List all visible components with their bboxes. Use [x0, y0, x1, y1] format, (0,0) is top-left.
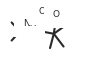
Text: NH: NH	[23, 19, 36, 28]
Text: O: O	[38, 7, 45, 16]
Text: O: O	[53, 10, 60, 19]
